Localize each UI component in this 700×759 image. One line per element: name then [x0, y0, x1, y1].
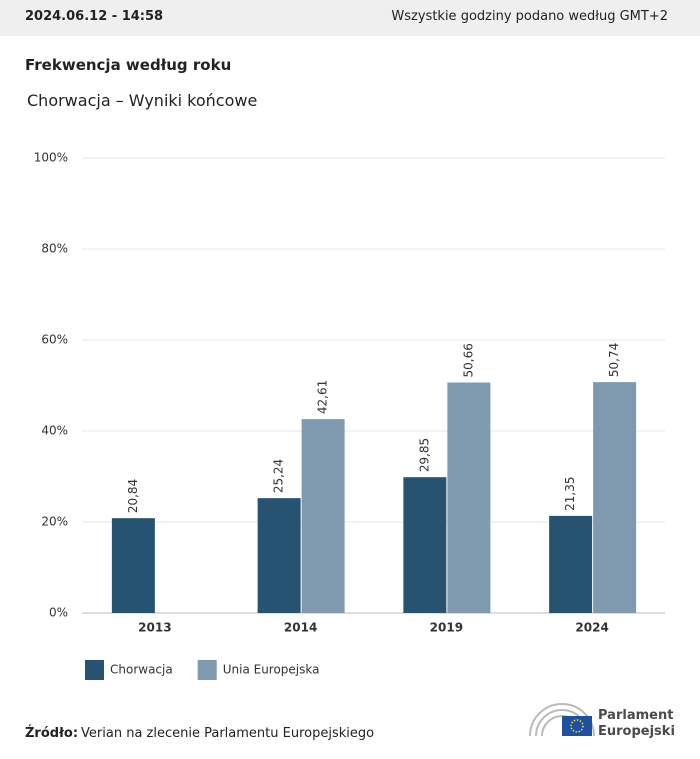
legend-label: Unia Europejska [223, 663, 320, 677]
chart-title: Frekwencja według roku [25, 56, 232, 74]
source: Źródło: Verian na zlecenie Parlamentu Eur… [25, 726, 374, 741]
chart: 0% 20% 40% 60% 80% 100% 2013 20,84 2014 25,24 42,6… [34, 151, 665, 680]
y-tick-label: 40% [41, 424, 68, 438]
source-text: Verian na zlecenie Parlamentu Europejski… [81, 726, 375, 741]
y-tick-label: 80% [41, 242, 68, 256]
chart-subtitle: Chorwacja – Wyniki końcowe [27, 91, 258, 110]
bar [447, 382, 491, 613]
legend-swatch [197, 660, 217, 680]
x-tick-label: 2014 [284, 621, 317, 635]
y-tick-label: 0% [49, 606, 68, 620]
bar [549, 515, 593, 613]
value-label: 50,66 [461, 343, 475, 377]
value-label: 50,74 [607, 343, 621, 377]
timestamp: 2024.06.12 - 14:58 [25, 9, 164, 24]
x-tick-label: 2024 [575, 621, 608, 635]
bar [257, 498, 301, 613]
bar [593, 382, 637, 613]
bar [301, 419, 345, 613]
logo: Parlament Europejski [528, 700, 688, 742]
logo-line: Europejski [598, 724, 675, 739]
y-tick-label: 100% [34, 151, 68, 165]
source-label: Źródło: [25, 726, 79, 741]
y-tick-label: 20% [41, 515, 68, 529]
bar [111, 518, 155, 613]
logo-mark [529, 703, 595, 737]
logo-text: Parlament Europejski [598, 708, 675, 740]
y-tick-label: 60% [41, 333, 68, 347]
value-label: 42,61 [316, 380, 330, 414]
timezone-note: Wszystkie godziny podano według GMT+2 [391, 9, 668, 24]
legend-swatch [85, 660, 104, 680]
value-label: 21,35 [563, 476, 577, 510]
logo-line: Parlament [598, 708, 674, 723]
value-label: 20,84 [126, 479, 140, 513]
value-label: 25,24 [272, 459, 286, 493]
x-tick-label: 2019 [430, 621, 463, 635]
top-bar: 2024.06.12 - 14:58 Wszystkie godziny pod… [0, 0, 700, 36]
legend-label: Chorwacja [110, 663, 173, 677]
bar [403, 477, 447, 613]
value-label: 29,85 [417, 438, 431, 472]
x-tick-label: 2013 [138, 621, 171, 635]
